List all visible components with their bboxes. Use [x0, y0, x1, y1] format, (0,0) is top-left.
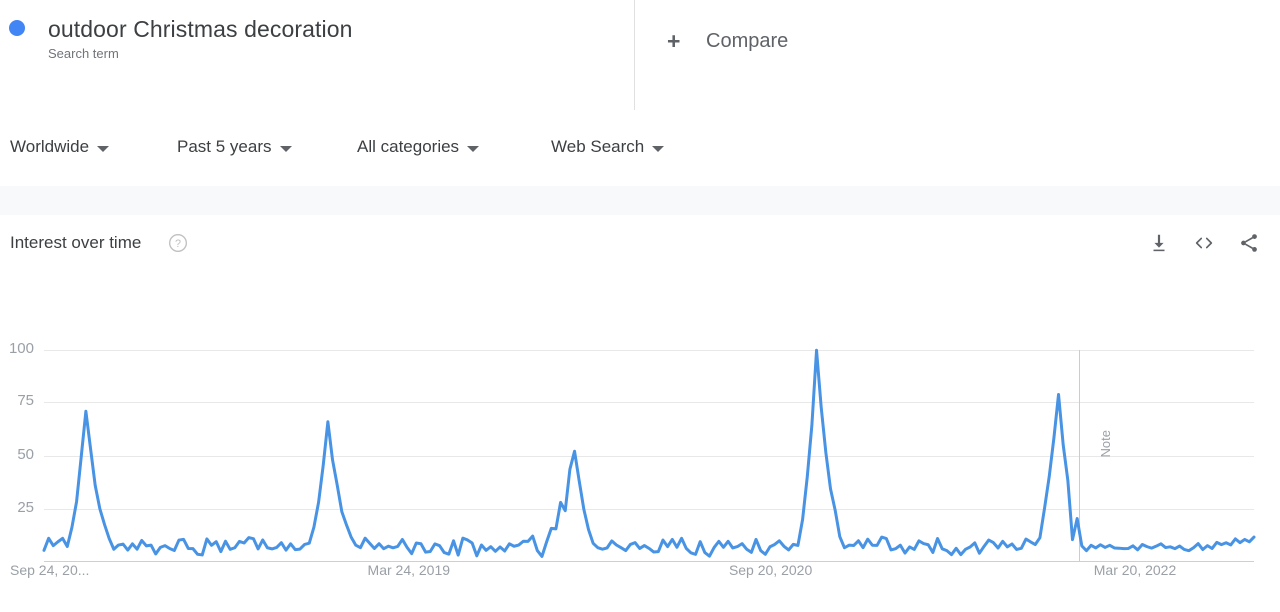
svg-text:?: ?: [175, 238, 181, 250]
